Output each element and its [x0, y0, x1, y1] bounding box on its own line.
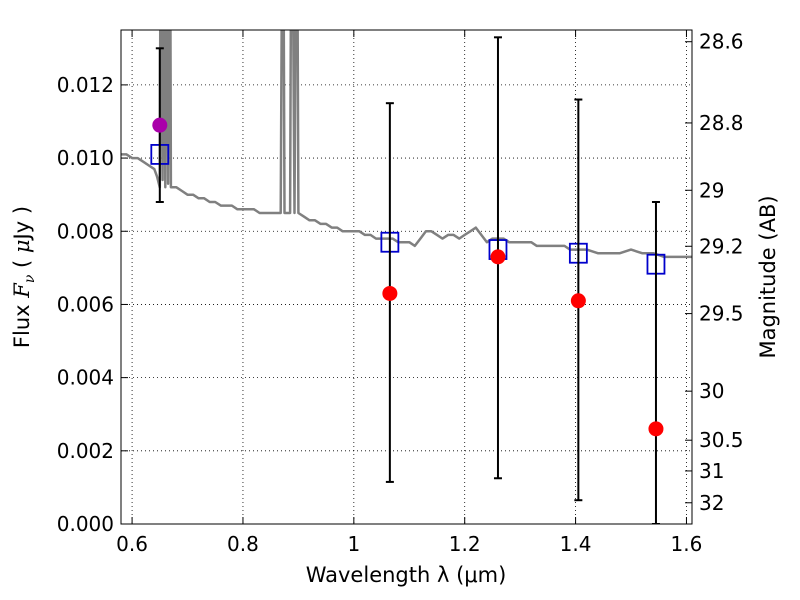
right-axis-tick-label: 29.5 — [699, 302, 744, 326]
right-axis-tick-label: 30.5 — [699, 428, 744, 452]
observed-flux-point — [570, 293, 586, 309]
x-tick-label: 1.6 — [671, 532, 703, 556]
right-axis-title: Magnitude (AB) — [756, 195, 780, 358]
x-tick-label: 1 — [347, 532, 360, 556]
right-axis-tick-label: 32 — [699, 491, 724, 515]
axis-ticks: 0.6 0.8 1 1.2 1.4 1.6 0.000 0.002 0.004 0.006 0.00… — [57, 30, 744, 556]
right-axis-tick-label: 29.2 — [699, 234, 744, 258]
right-axis-tick-label: 30 — [699, 379, 724, 403]
plot-background — [121, 30, 692, 524]
right-axis-tick-label: 29 — [699, 178, 724, 202]
model-spectrum-line — [121, 30, 692, 259]
y-tick-label: 0.012 — [57, 73, 114, 97]
observed-flux-point — [648, 421, 664, 437]
right-axis-tick-label: 31 — [699, 459, 724, 483]
right-axis-tick-label: 28.8 — [699, 111, 744, 135]
right-axis-tick-label: 28.6 — [699, 30, 744, 54]
y-tick-label: 0.002 — [57, 439, 114, 463]
x-tick-label: 1.2 — [449, 532, 481, 556]
y-tick-label: 0.008 — [57, 219, 114, 243]
x-tick-label: 0.6 — [116, 532, 148, 556]
y-tick-label: 0.006 — [57, 292, 114, 316]
observed-flux-point — [152, 117, 168, 133]
x-tick-label: 1.4 — [560, 532, 592, 556]
plot-frame — [120, 29, 693, 525]
observed-flux-point — [382, 285, 398, 301]
y-axis-title: Flux Fν ( μJy ) — [10, 206, 38, 348]
x-axis-title: Wavelength λ (μm) — [306, 563, 507, 587]
y-tick-label: 0.010 — [57, 146, 114, 170]
observed-flux-point — [490, 249, 506, 265]
y-tick-label: 0.000 — [57, 512, 114, 536]
x-tick-label: 0.8 — [227, 532, 259, 556]
y-tick-label: 0.004 — [57, 366, 114, 390]
data-layer — [121, 30, 692, 524]
